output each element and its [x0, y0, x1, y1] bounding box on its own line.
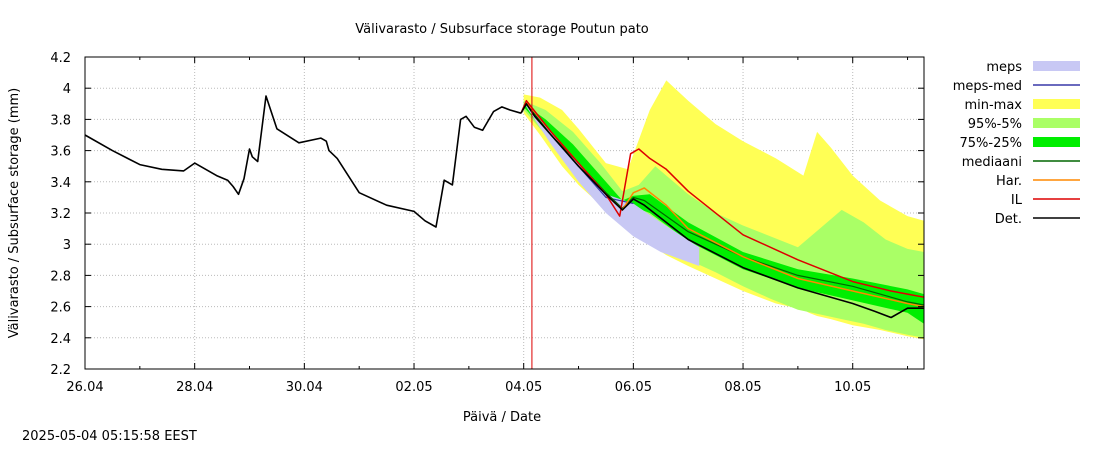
series-lines — [84, 95, 925, 319]
x-tick-label: 02.05 — [395, 380, 432, 395]
y-tick-label: 3.6 — [50, 145, 71, 160]
x-axis-label: Päivä / Date — [463, 410, 541, 425]
x-tick-label: 08.05 — [724, 380, 761, 395]
x-tick-label: 10.05 — [834, 380, 871, 395]
legend-swatch — [1033, 61, 1080, 71]
y-tick-label: 2.4 — [50, 332, 71, 347]
y-axis-label: Välivarasto / Subsurface storage (mm) — [7, 88, 22, 338]
y-tick-label: 2.8 — [50, 269, 71, 284]
legend-label: meps-med — [953, 79, 1022, 94]
legend: meps meps-med min-max 95%-5% 75%-25% mediaani… — [953, 60, 1080, 227]
chart-title: Välivarasto / Subsurface storage Poutun … — [355, 22, 649, 37]
legend-label: 95%-5% — [968, 117, 1022, 132]
legend-swatch — [1033, 137, 1080, 147]
x-axis-ticks: 26.04 28.04 30.04 02.05 04.05 06.05 08.05 10.05 — [66, 57, 909, 395]
legend-swatch — [1033, 118, 1080, 128]
x-tick-label: 28.04 — [176, 380, 213, 395]
il-line — [520, 99, 925, 298]
y-tick-label: 3.4 — [50, 176, 71, 191]
y-tick-label: 2.6 — [50, 301, 71, 316]
x-tick-label: 04.05 — [505, 380, 542, 395]
p75-25-band — [523, 103, 924, 324]
legend-swatch — [1033, 99, 1080, 109]
y-tick-label: 3.8 — [50, 113, 71, 128]
y-axis-ticks: 2.2 2.4 2.6 2.8 3 3.2 3.4 3.6 3.8 4 4.2 — [50, 51, 924, 378]
y-tick-label: 4.2 — [50, 51, 71, 66]
x-tick-label: 30.04 — [286, 380, 323, 395]
x-tick-label: 26.04 — [66, 380, 103, 395]
det-line — [520, 103, 924, 319]
legend-label: 75%-25% — [960, 136, 1022, 151]
y-tick-label: 4 — [63, 82, 71, 97]
observed-line — [84, 95, 522, 228]
x-tick-label: 06.05 — [615, 380, 652, 395]
y-tick-label: 3 — [63, 238, 71, 253]
legend-label: mediaani — [962, 155, 1022, 170]
meps-band — [526, 102, 700, 266]
legend-label: Har. — [996, 174, 1022, 189]
timestamp: 2025-05-04 05:15:58 EEST — [22, 429, 197, 444]
legend-label: min-max — [964, 98, 1022, 113]
y-tick-label: 3.2 — [50, 207, 71, 222]
legend-label: IL — [1011, 193, 1023, 208]
legend-label: meps — [986, 60, 1022, 75]
legend-label: Det. — [995, 212, 1022, 227]
y-tick-label: 2.2 — [50, 363, 71, 378]
